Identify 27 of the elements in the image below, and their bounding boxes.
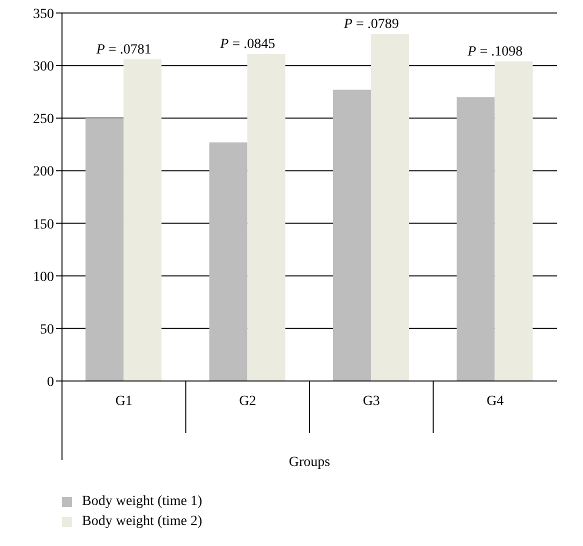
x-tick-label: G2 bbox=[239, 394, 256, 409]
y-tick-label: 100 bbox=[33, 270, 54, 285]
y-tick-label: 50 bbox=[40, 322, 54, 338]
legend-label: Body weight (time 2) bbox=[82, 514, 202, 530]
x-tick-label: G3 bbox=[362, 394, 380, 409]
annotation: P = .1098 bbox=[466, 44, 523, 60]
bar bbox=[124, 59, 162, 381]
annotation: P = .0789 bbox=[342, 17, 399, 32]
y-tick-label: 300 bbox=[33, 60, 54, 75]
annotation: P = .0781 bbox=[95, 42, 152, 58]
bar bbox=[494, 61, 533, 381]
annotation: P = .0845 bbox=[219, 37, 276, 52]
bar bbox=[86, 118, 124, 381]
bar bbox=[456, 97, 495, 381]
bar bbox=[333, 90, 372, 381]
x-axis-title: Groups bbox=[288, 455, 330, 470]
y-tick-label: 200 bbox=[33, 164, 54, 180]
bar bbox=[247, 54, 286, 381]
x-tick-label: G1 bbox=[115, 394, 132, 409]
y-tick-label: 350 bbox=[33, 6, 54, 22]
bar bbox=[209, 142, 248, 381]
legend-label: Body weight (time 1) bbox=[82, 494, 202, 510]
y-tick-label: 0 bbox=[47, 374, 54, 390]
x-tick-label: G4 bbox=[486, 394, 504, 409]
bar bbox=[371, 34, 410, 381]
y-tick-label: 250 bbox=[33, 112, 54, 128]
y-tick-label: 150 bbox=[33, 217, 54, 232]
